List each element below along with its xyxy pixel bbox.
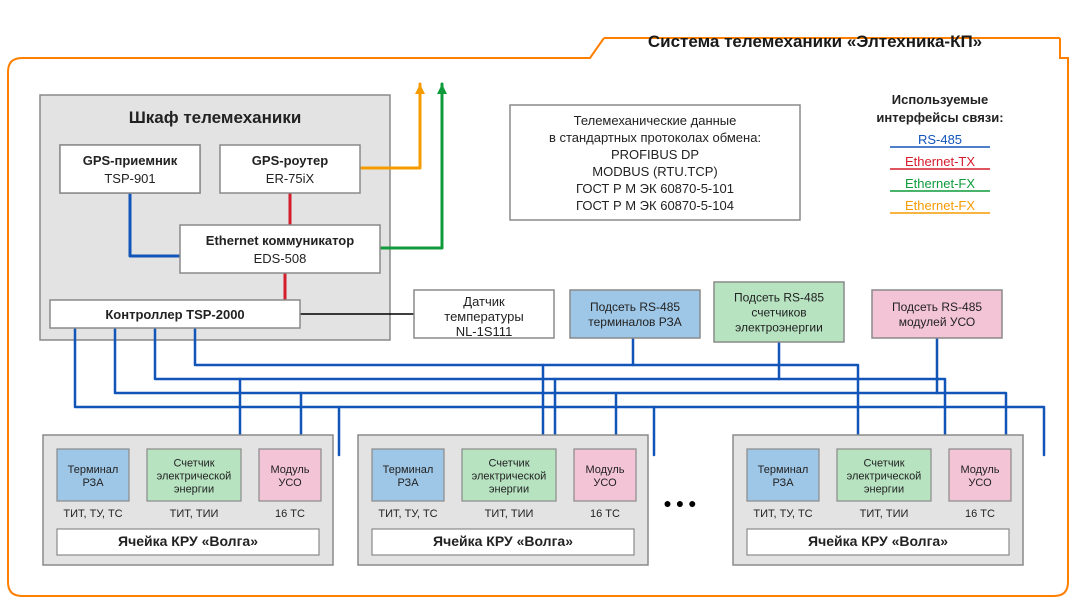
svg-text:РЗА: РЗА xyxy=(82,477,104,489)
svg-text:УСО: УСО xyxy=(593,477,617,489)
svg-text:ER-75iX: ER-75iX xyxy=(266,171,315,186)
svg-text:16 ТС: 16 ТС xyxy=(965,508,995,520)
svg-text:ТИТ, ТУ, ТС: ТИТ, ТУ, ТС xyxy=(63,508,122,520)
svg-text:Датчик: Датчик xyxy=(463,294,505,309)
svg-text:GPS-роутер: GPS-роутер xyxy=(252,153,328,168)
svg-text:ТИТ, ТИИ: ТИТ, ТИИ xyxy=(860,508,909,520)
svg-text:Счетчик: Счетчик xyxy=(173,458,214,470)
svg-text:Подсеть RS-485: Подсеть RS-485 xyxy=(734,291,824,305)
svg-text:EDS-508: EDS-508 xyxy=(254,251,307,266)
svg-text:Счетчик: Счетчик xyxy=(863,458,904,470)
svg-text:ТИТ, ТУ, ТС: ТИТ, ТУ, ТС xyxy=(753,508,812,520)
svg-text:● ● ●: ● ● ● xyxy=(663,495,696,511)
svg-text:электрической: электрической xyxy=(472,471,547,483)
svg-text:модулей УСО: модулей УСО xyxy=(899,315,975,329)
svg-text:электроэнергии: электроэнергии xyxy=(735,321,823,335)
svg-text:Система телемеханики «Элтехник: Система телемеханики «Элтехника-КП» xyxy=(648,32,982,51)
svg-text:PROFIBUS DP: PROFIBUS DP xyxy=(611,147,699,162)
svg-text:RS-485: RS-485 xyxy=(918,132,962,147)
svg-text:Шкаф телемеханики: Шкаф телемеханики xyxy=(129,108,302,127)
svg-text:Терминал: Терминал xyxy=(758,464,809,476)
svg-text:Терминал: Терминал xyxy=(68,464,119,476)
svg-text:Счетчик: Счетчик xyxy=(488,458,529,470)
svg-text:16 ТС: 16 ТС xyxy=(590,508,620,520)
svg-text:Ячейка КРУ «Волга»: Ячейка КРУ «Волга» xyxy=(433,533,573,549)
diagram: Система телемеханики «Элтехника-КП» Шкаф … xyxy=(0,0,1077,613)
svg-text:Подсеть RS-485: Подсеть RS-485 xyxy=(590,300,680,314)
svg-text:РЗА: РЗА xyxy=(772,477,794,489)
svg-text:счетчиков: счетчиков xyxy=(751,306,806,320)
svg-text:Ethernet-FX: Ethernet-FX xyxy=(905,176,975,191)
svg-text:Ethernet-FX: Ethernet-FX xyxy=(905,198,975,213)
svg-text:Модуль: Модуль xyxy=(271,464,310,476)
svg-text:Телемеханические данные: Телемеханические данные xyxy=(574,113,737,128)
svg-text:Подсеть RS-485: Подсеть RS-485 xyxy=(892,300,982,314)
svg-text:Ethernet-TX: Ethernet-TX xyxy=(905,154,975,169)
svg-text:Модуль: Модуль xyxy=(586,464,625,476)
svg-text:РЗА: РЗА xyxy=(397,477,419,489)
svg-text:MODBUS (RTU.TCP): MODBUS (RTU.TCP) xyxy=(592,164,717,179)
svg-text:ТИТ, ТУ, ТС: ТИТ, ТУ, ТС xyxy=(378,508,437,520)
svg-text:ТИТ, ТИИ: ТИТ, ТИИ xyxy=(170,508,219,520)
svg-text:Модуль: Модуль xyxy=(961,464,1000,476)
svg-text:Используемые: Используемые xyxy=(892,92,989,107)
svg-text:NL-1S111: NL-1S111 xyxy=(456,324,513,339)
svg-text:электрической: электрической xyxy=(157,471,232,483)
svg-text:ГОСТ Р М ЭК 60870-5-101: ГОСТ Р М ЭК 60870-5-101 xyxy=(576,181,734,196)
svg-text:Терминал: Терминал xyxy=(383,464,434,476)
svg-text:интерфейсы связи:: интерфейсы связи: xyxy=(876,110,1003,125)
svg-text:терминалов РЗА: терминалов РЗА xyxy=(588,315,681,329)
svg-text:в стандартных протоколах обмен: в стандартных протоколах обмена: xyxy=(549,130,761,145)
svg-text:ТИТ, ТИИ: ТИТ, ТИИ xyxy=(485,508,534,520)
svg-text:энергии: энергии xyxy=(864,484,904,496)
svg-text:температуры: температуры xyxy=(444,309,523,324)
svg-text:GPS-приемник: GPS-приемник xyxy=(83,153,178,168)
svg-text:16 ТС: 16 ТС xyxy=(275,508,305,520)
svg-text:энергии: энергии xyxy=(174,484,214,496)
svg-text:TSP-901: TSP-901 xyxy=(104,171,155,186)
svg-text:УСО: УСО xyxy=(278,477,302,489)
svg-text:Контроллер TSP-2000: Контроллер TSP-2000 xyxy=(105,307,244,322)
svg-text:УСО: УСО xyxy=(968,477,992,489)
svg-text:энергии: энергии xyxy=(489,484,529,496)
svg-text:Ячейка КРУ «Волга»: Ячейка КРУ «Волга» xyxy=(808,533,948,549)
svg-text:Ethernet коммуникатор: Ethernet коммуникатор xyxy=(206,233,354,248)
svg-text:Ячейка КРУ «Волга»: Ячейка КРУ «Волга» xyxy=(118,533,258,549)
svg-text:электрической: электрической xyxy=(847,471,922,483)
svg-text:ГОСТ Р М ЭК 60870-5-104: ГОСТ Р М ЭК 60870-5-104 xyxy=(576,198,734,213)
